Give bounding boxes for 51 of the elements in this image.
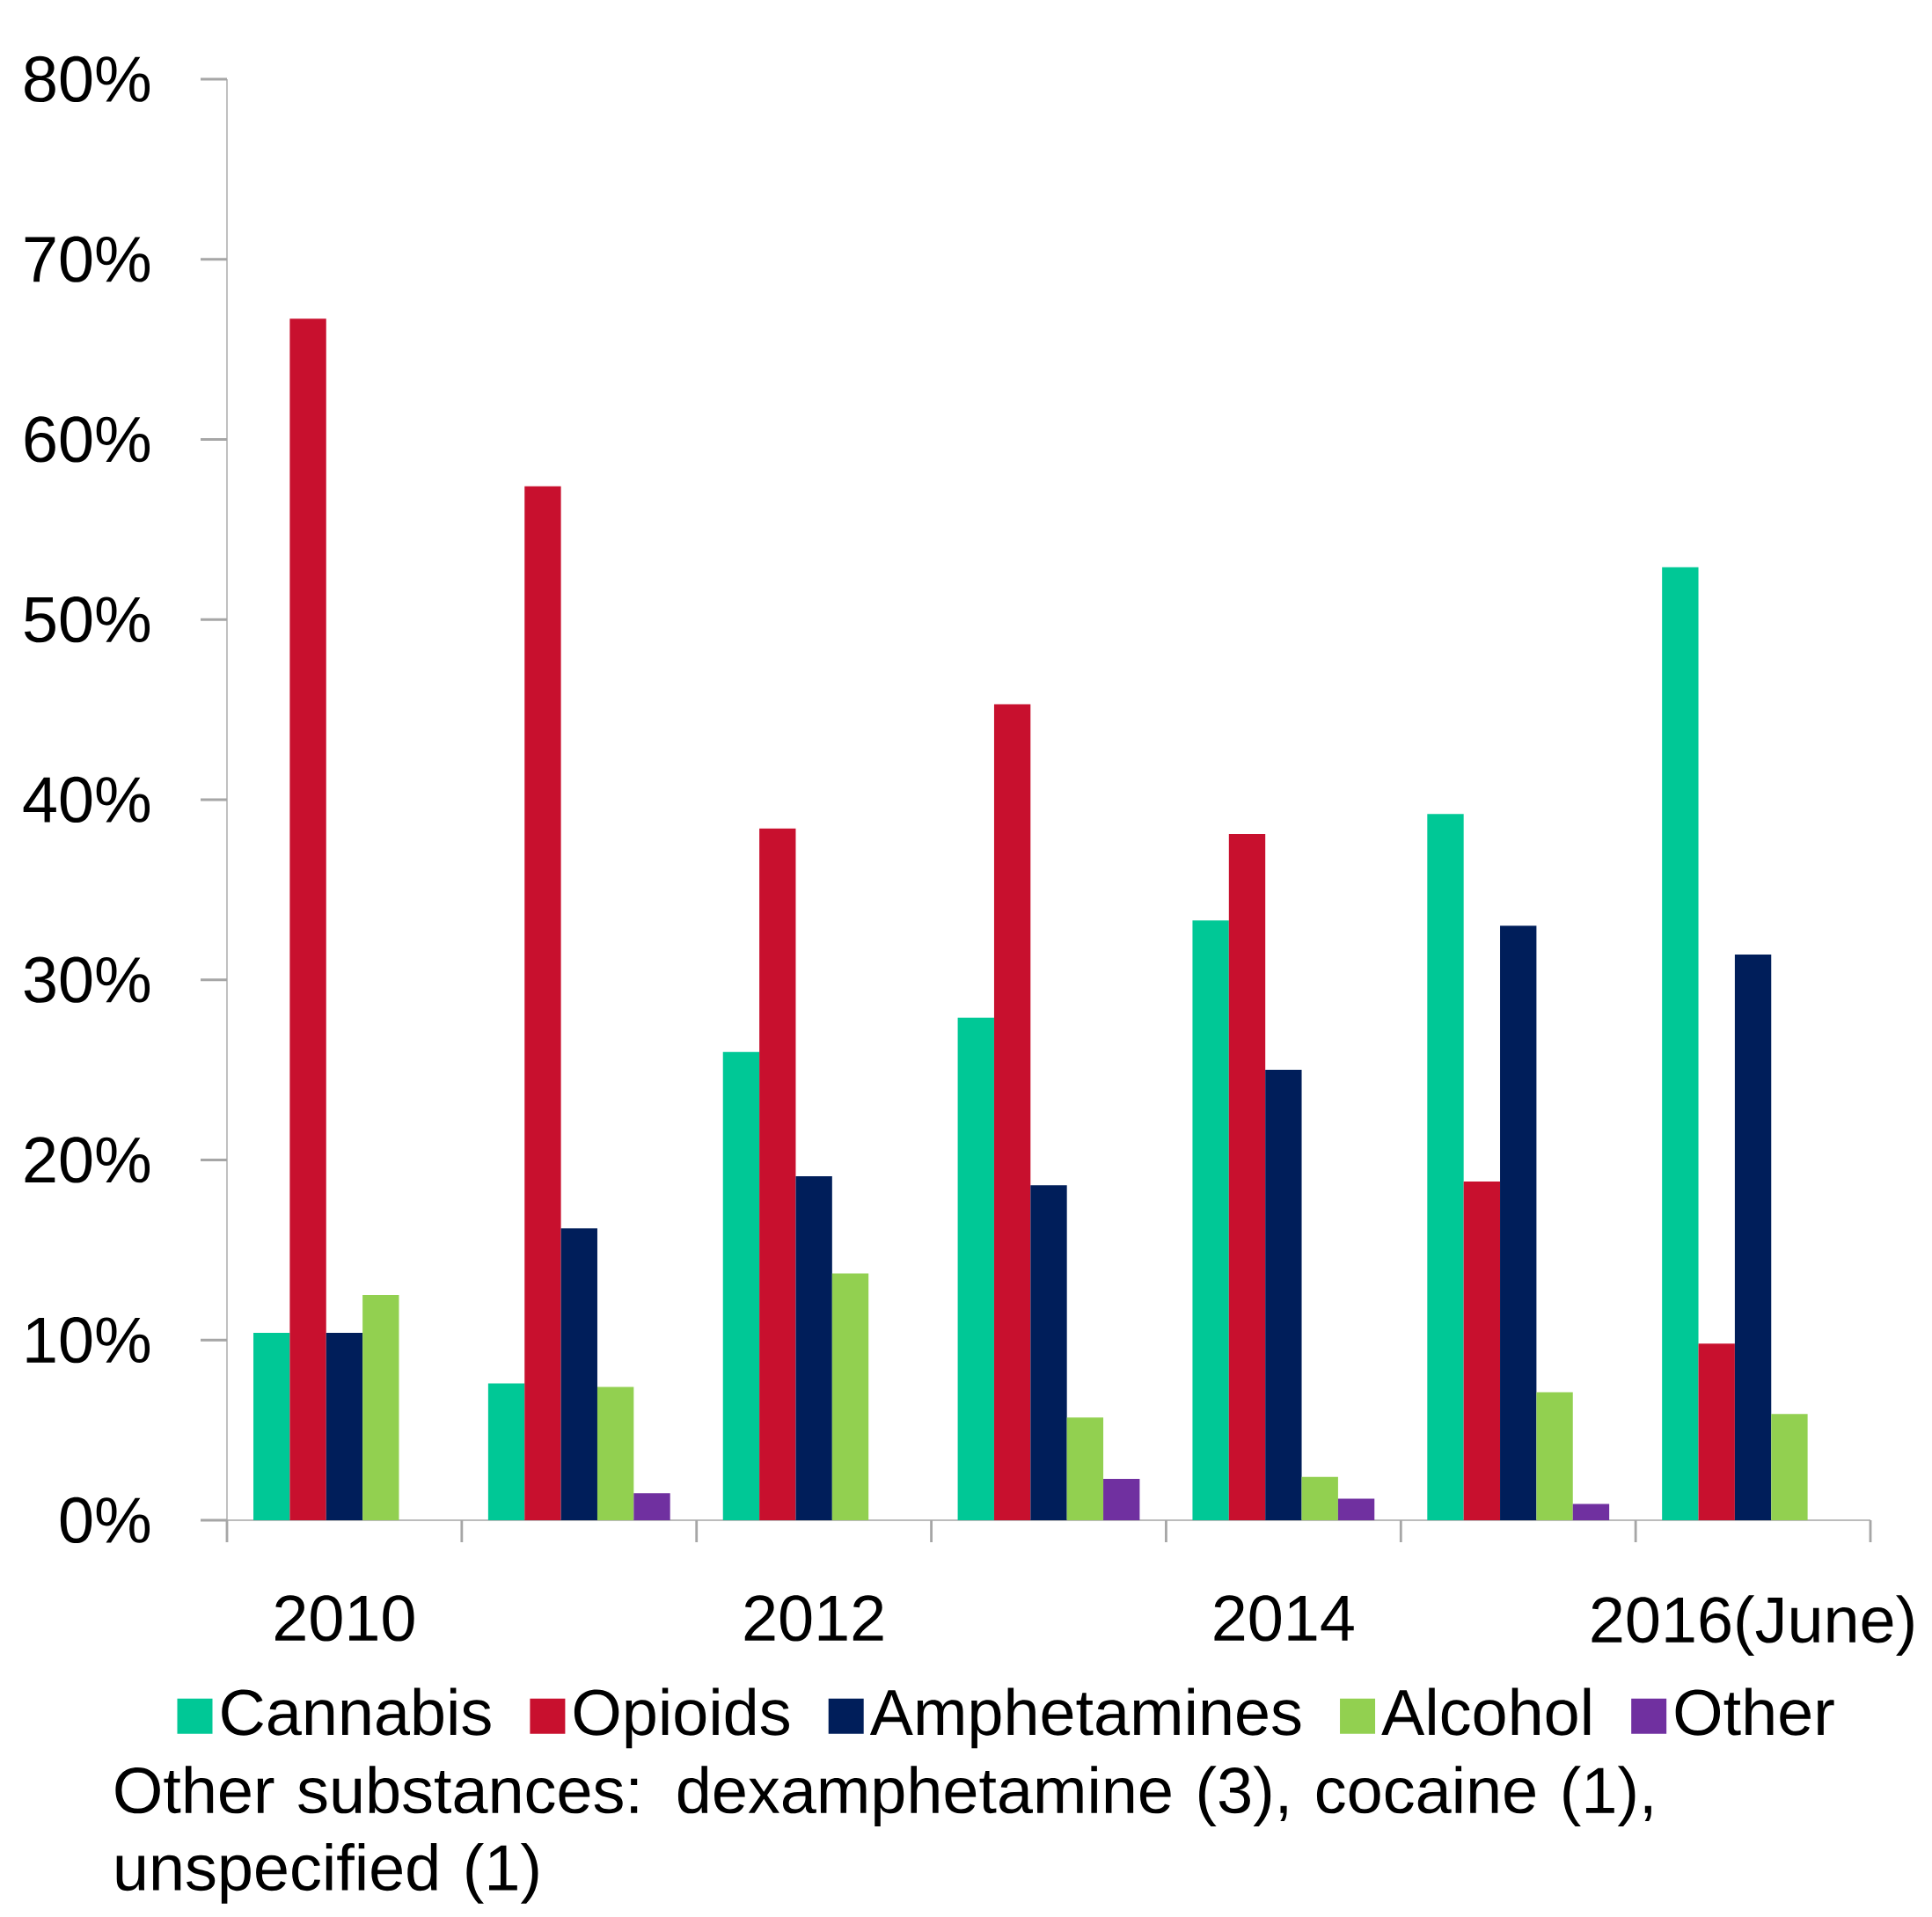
bar (1771, 1414, 1808, 1520)
bar (795, 1175, 832, 1520)
y-tick-label: 60% (25, 416, 150, 463)
bar (957, 1017, 994, 1520)
y-tick-label: 20% (25, 1137, 150, 1183)
bar (362, 1295, 399, 1520)
bar (1536, 1392, 1573, 1520)
bar (993, 704, 1031, 1520)
legend-label: Alcohol (1381, 1687, 1591, 1736)
y-tick-label: 40% (23, 776, 150, 823)
legend-label: Other (1675, 1687, 1834, 1736)
bar (1427, 814, 1464, 1520)
legend-label: Cannabis (222, 1687, 491, 1736)
bar (1228, 833, 1266, 1520)
bar (596, 1387, 634, 1520)
bar (1734, 955, 1772, 1520)
bar (1698, 1343, 1735, 1520)
bar (253, 1333, 290, 1520)
y-tick-label: 10% (26, 1317, 150, 1364)
bar (759, 828, 796, 1520)
legend-label: Amphetamines (869, 1687, 1301, 1749)
bar (1301, 1476, 1338, 1520)
bar (1572, 1504, 1610, 1520)
bar (831, 1273, 869, 1520)
bar (524, 486, 561, 1520)
bar (1030, 1185, 1067, 1520)
bar (633, 1493, 670, 1520)
x-tick-label: 2010 (275, 1595, 414, 1642)
legend-label: Opioids (574, 1687, 789, 1749)
x-tick-label: 2012 (744, 1595, 883, 1642)
y-tick-label: 0% (60, 1496, 150, 1544)
bar (1103, 1478, 1140, 1520)
bar (326, 1333, 363, 1520)
bar (1337, 1498, 1375, 1520)
y-tick-label: 50% (24, 596, 150, 643)
bar (1192, 920, 1229, 1520)
bar (1265, 1070, 1302, 1520)
x-tick-label: 2016(June) (1592, 1595, 1914, 1657)
bar (1662, 567, 1699, 1520)
bar (289, 318, 326, 1520)
bar (487, 1383, 525, 1520)
x-tick-label: 2014 (1214, 1595, 1354, 1642)
bar (1500, 926, 1537, 1520)
bar (560, 1228, 597, 1520)
y-tick-label: 80% (25, 55, 150, 103)
y-tick-label: 70% (25, 236, 150, 282)
bar (722, 1051, 760, 1520)
y-tick-label: 30% (24, 956, 150, 1003)
bar (1463, 1182, 1501, 1520)
bar (1066, 1417, 1104, 1520)
text: Other substances: dexamphetamine (3), cocaine (1), unspecified (1) (115, 1766, 1651, 1904)
